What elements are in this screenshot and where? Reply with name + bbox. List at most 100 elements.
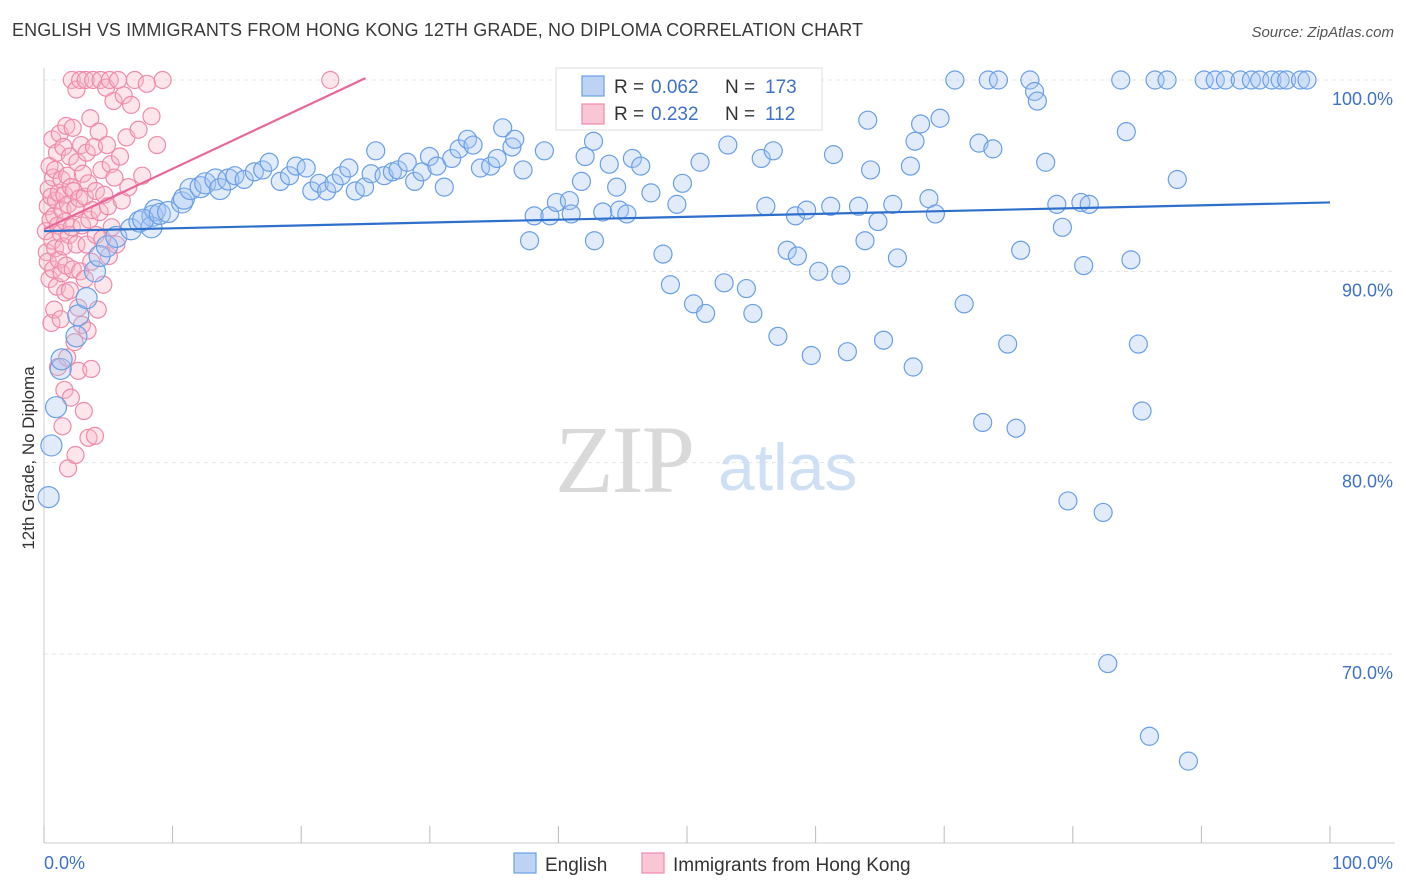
english-point <box>768 326 788 346</box>
english-point <box>667 194 687 214</box>
english-point <box>905 131 925 151</box>
english-point <box>50 348 73 371</box>
hong-kong-point <box>63 260 82 279</box>
english-point <box>128 210 151 233</box>
english-point <box>366 141 386 161</box>
legend-n-value-hong-kong: 112 <box>765 104 795 125</box>
english-point <box>1121 250 1141 270</box>
english-point <box>1079 194 1099 214</box>
english-point <box>860 160 881 180</box>
english-point <box>502 137 522 157</box>
hong-kong-point <box>110 147 130 166</box>
hong-kong-point <box>66 445 85 465</box>
y-axis-label: 12th Grade, No Diploma <box>19 366 38 550</box>
hong-kong-point <box>67 235 86 254</box>
english-point <box>132 208 155 231</box>
english-point <box>736 278 756 299</box>
english-point <box>756 196 776 216</box>
english-point <box>690 152 710 172</box>
hong-kong-point <box>107 235 126 254</box>
english-point <box>910 114 931 134</box>
english-point <box>279 166 300 186</box>
hong-kong-point <box>71 70 90 90</box>
english-point <box>672 173 693 193</box>
english-point <box>1093 502 1113 523</box>
x-tick-label-min: 0.0% <box>44 853 85 873</box>
hong-kong-point <box>109 70 128 90</box>
english-point <box>1027 91 1047 111</box>
english-point <box>105 225 128 248</box>
legend-swatch-english <box>581 75 605 97</box>
english-point <box>797 200 817 220</box>
english-point <box>801 345 821 366</box>
bottom-legend-english: English <box>545 855 607 876</box>
y-tick-label: 100.0% <box>1332 89 1393 109</box>
hong-kong-point <box>49 250 68 269</box>
english-point <box>1157 70 1177 90</box>
hong-kong-point <box>55 185 74 204</box>
y-tick-label: 70.0% <box>1342 663 1393 683</box>
english-point <box>641 183 661 203</box>
english-point <box>148 202 171 226</box>
hong-kong-point <box>78 321 97 340</box>
english-point <box>998 334 1018 354</box>
english-point <box>660 275 681 295</box>
english-point <box>983 139 1003 159</box>
english-point <box>607 177 627 197</box>
english-point <box>571 171 592 192</box>
english-point <box>925 204 946 224</box>
english-point <box>140 216 163 239</box>
english-point <box>831 265 851 285</box>
english-point <box>270 171 290 192</box>
english-point <box>978 70 998 90</box>
legend-r-label-2: R = <box>614 104 644 125</box>
english-point <box>575 146 595 167</box>
hong-kong-point <box>77 143 96 162</box>
english-point <box>903 357 923 377</box>
chart-title: ENGLISH VS IMMIGRANTS FROM HONG KONG 12T… <box>12 20 864 40</box>
english-point <box>40 434 63 457</box>
english-point <box>1128 334 1148 354</box>
english-point <box>1011 240 1031 260</box>
watermark-zip: ZIP <box>555 406 693 513</box>
english-point <box>584 231 605 251</box>
english-point <box>583 131 604 151</box>
english-point <box>534 141 554 161</box>
hong-kong-point <box>76 70 95 90</box>
legend-r-value-english: 0.062 <box>651 77 699 98</box>
english-point <box>44 396 68 419</box>
english-point <box>954 294 974 314</box>
bottom-legend-swatch-hong-kong <box>641 852 665 874</box>
english-point <box>519 231 540 251</box>
english-point <box>505 129 525 149</box>
legend-r-value-hong-kong: 0.232 <box>651 104 699 125</box>
hong-kong-point <box>79 174 98 193</box>
english-point <box>457 129 478 149</box>
hong-kong-point <box>45 300 64 319</box>
hong-kong-point <box>60 281 80 300</box>
hong-kong-point <box>133 166 152 185</box>
english-point <box>743 303 763 324</box>
hong-kong-point <box>153 70 172 90</box>
bottom-legend-swatch-english <box>513 852 537 874</box>
english-point <box>1178 751 1198 771</box>
english-point <box>1230 70 1250 90</box>
x-tick-label-max: 100.0% <box>1332 853 1393 873</box>
hong-kong-point <box>63 118 82 137</box>
english-point <box>234 169 254 190</box>
hong-kong-point <box>57 116 76 136</box>
trend-line-english <box>43 201 1331 233</box>
english-point <box>988 70 1009 90</box>
english-point <box>309 173 329 193</box>
english-point <box>1047 194 1067 214</box>
hong-kong-point <box>142 107 161 126</box>
english-point <box>405 171 425 192</box>
english-point <box>945 70 965 90</box>
trend-lines <box>43 77 1331 233</box>
english-point <box>75 287 98 310</box>
axes <box>43 68 1395 844</box>
english-point <box>317 181 337 201</box>
english-point <box>419 146 440 167</box>
english-point <box>1111 70 1131 90</box>
